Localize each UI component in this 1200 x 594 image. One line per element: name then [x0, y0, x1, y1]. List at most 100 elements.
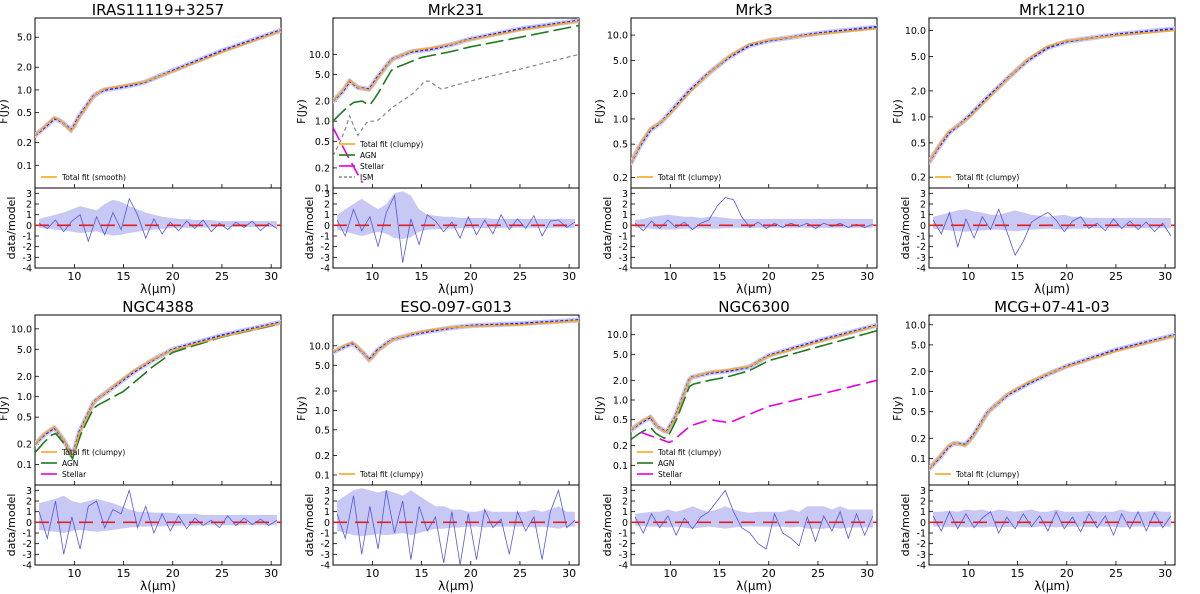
residual-plot-area [929, 509, 1175, 537]
resid-y-axis-label: data/model [899, 197, 912, 260]
x-tick-label: 10 [663, 270, 677, 283]
ism-component-line [333, 53, 579, 157]
panel-title: Mrk231 [428, 1, 484, 19]
resid-y-tick-label: -4 [619, 264, 628, 275]
legend: Total fit (smooth) [41, 173, 126, 182]
resid-y-tick-label: 3 [26, 486, 32, 497]
legend-entry: Total fit (clumpy) [657, 448, 721, 457]
data-error-band [35, 27, 281, 138]
resid-y-tick-label: 1 [622, 507, 628, 518]
y-tick-label: 0.2 [911, 173, 926, 184]
y-tick-label: 0.5 [613, 140, 628, 151]
panel-title: NGC4388 [122, 298, 194, 316]
residual-plot-area [333, 488, 579, 565]
observed-spectrum [929, 334, 1175, 470]
residual-uncertainty-band [337, 488, 575, 536]
x-axis-label: λ(μm) [140, 282, 176, 296]
resid-y-tick-label: 1 [324, 210, 330, 221]
main-plot-area [35, 27, 281, 138]
resid-y-tick-label: -1 [23, 529, 32, 540]
agn-component-line [35, 322, 281, 461]
resid-y-tick-label: -3 [619, 550, 628, 561]
y-tick-label: 5.0 [315, 361, 330, 372]
y-tick-label: 2.0 [17, 372, 32, 383]
resid-y-tick-label: -3 [917, 550, 926, 561]
x-tick-label: 15 [415, 567, 429, 580]
total-fit-line [631, 27, 877, 164]
panel-title: NGC6300 [718, 298, 790, 316]
residual-plot-area [35, 488, 281, 555]
residual-axes-frame [34, 484, 282, 566]
resid-y-axis-label: data/model [601, 494, 614, 557]
legend: Total fit (clumpy) AGN Stellar [637, 448, 721, 479]
agn-component-line [631, 329, 877, 440]
y-tick-label: 5.0 [17, 33, 32, 44]
resid-y-tick-label: -3 [619, 253, 628, 264]
y-tick-label: 1.0 [613, 396, 628, 407]
y-tick-label: 1.0 [911, 112, 926, 123]
resid-y-tick-label: 3 [26, 189, 32, 200]
y-tick-label: 0.1 [17, 161, 32, 172]
residual-axes-frame [630, 187, 878, 269]
x-tick-label: 10 [663, 567, 677, 580]
y-tick-label: 0.1 [17, 460, 32, 471]
resid-y-tick-label: 0 [324, 221, 330, 232]
panel-title: ESO-097-G013 [400, 298, 511, 316]
x-tick-label: 25 [215, 270, 229, 283]
x-tick-label: 20 [166, 567, 180, 580]
y-tick-label: 0.5 [315, 425, 330, 436]
x-tick-label: 10 [961, 567, 975, 580]
x-tick-label: 20 [1060, 567, 1074, 580]
resid-y-tick-label: -2 [23, 539, 32, 550]
residual-uncertainty-band [337, 191, 575, 239]
legend-entry: Total fit (clumpy) [955, 173, 1019, 182]
resid-y-tick-label: 1 [622, 210, 628, 221]
residual-plot-area [631, 489, 877, 550]
resid-y-tick-label: -2 [321, 242, 330, 253]
y-tick-label: 10.0 [11, 324, 32, 335]
total-fit-line [929, 334, 1175, 470]
x-axis-label: λ(μm) [1034, 282, 1070, 296]
y-tick-label: 10.0 [309, 50, 330, 61]
y-tick-label: 2.0 [613, 89, 628, 100]
panel-title: Mrk1210 [1019, 1, 1085, 19]
y-tick-label: 10.0 [607, 330, 628, 341]
y-tick-label: 0.1 [315, 184, 330, 195]
y-axis-label: F(Jy) [891, 99, 904, 124]
resid-y-axis-label: data/model [303, 197, 316, 260]
x-axis-label: λ(μm) [140, 579, 176, 593]
main-axes-frame [332, 314, 580, 486]
legend: Total fit (clumpy) [935, 173, 1019, 182]
residual-axes-frame [34, 187, 282, 269]
resid-y-tick-label: -3 [23, 253, 32, 264]
residual-line [634, 489, 874, 550]
resid-y-tick-label: -1 [321, 529, 330, 540]
x-axis-label: λ(μm) [1034, 579, 1070, 593]
y-tick-label: 5.0 [613, 56, 628, 67]
y-axis-label: F(Jy) [295, 99, 308, 124]
residual-line [932, 510, 1172, 537]
main-plot-area [631, 322, 877, 444]
y-axis-label: F(Jy) [593, 396, 606, 421]
resid-y-tick-label: 3 [622, 189, 628, 200]
residual-axes-frame [332, 187, 580, 269]
resid-y-tick-label: -1 [619, 232, 628, 243]
x-tick-label: 15 [1011, 270, 1025, 283]
resid-y-tick-label: -2 [917, 539, 926, 550]
x-tick-label: 20 [464, 270, 478, 283]
total-fit-line [929, 29, 1175, 163]
legend-entry: Total fit (clumpy) [359, 140, 423, 149]
observed-spectrum [35, 29, 281, 137]
y-tick-label: 0.2 [315, 163, 330, 174]
y-tick-label: 1.0 [17, 392, 32, 403]
agn-component-line [333, 24, 579, 122]
legend: Total fit (clumpy) AGN Stellar [41, 448, 125, 479]
data-error-band [333, 317, 579, 364]
observed-spectrum [631, 26, 877, 164]
resid-y-tick-label: -2 [917, 242, 926, 253]
observed-spectrum [35, 321, 281, 456]
x-tick-label: 30 [1158, 567, 1172, 580]
legend-entry: Stellar [62, 470, 87, 479]
